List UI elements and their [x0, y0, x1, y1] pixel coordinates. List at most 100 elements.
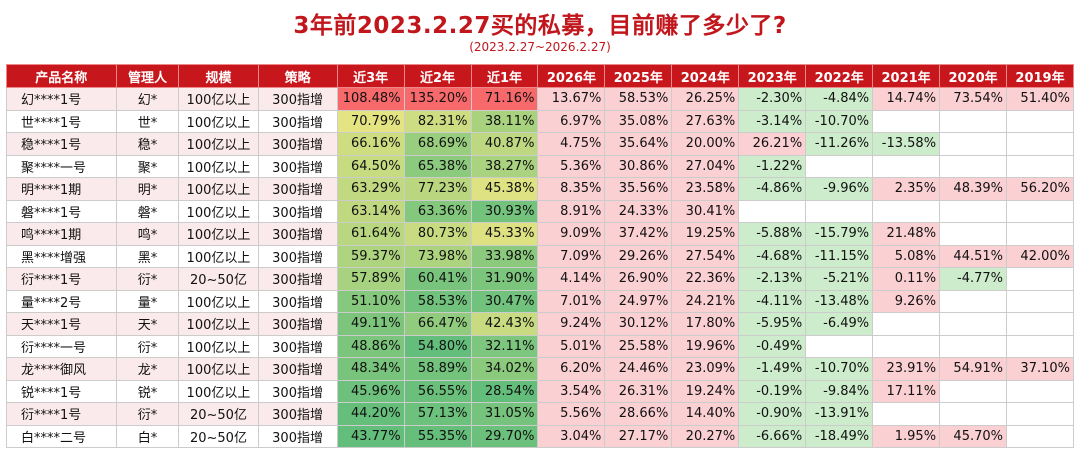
- period-return-cell: 64.50%: [336, 154, 405, 178]
- annual-return-cell: 7.09%: [537, 244, 606, 268]
- annual-return-cell: 24.46%: [604, 357, 673, 381]
- annual-return-cell: -15.79%: [805, 222, 874, 246]
- strategy-cell: 300指增: [257, 267, 338, 291]
- annual-return-cell: -13.58%: [872, 132, 941, 156]
- period-return-cell: 55.35%: [403, 424, 472, 448]
- product-name-cell: 聚****一号: [6, 154, 117, 178]
- annual-return-cell: 30.12%: [604, 312, 673, 336]
- period-return-cell: 56.55%: [403, 379, 472, 403]
- annual-return-cell: 3.04%: [537, 424, 606, 448]
- strategy-cell: 300指增: [257, 244, 338, 268]
- annual-return-cell: -1.49%: [738, 357, 807, 381]
- annual-return-cell: -0.19%: [738, 379, 807, 403]
- period-return-cell: 29.70%: [470, 424, 539, 448]
- column-header: 2020年: [939, 64, 1007, 88]
- annual-return-cell: 7.01%: [537, 289, 606, 313]
- annual-return-cell: -6.49%: [805, 312, 874, 336]
- strategy-cell: 300指增: [257, 334, 338, 358]
- column-header: 近3年: [336, 64, 405, 88]
- period-return-cell: 61.64%: [336, 222, 405, 246]
- annual-return-cell: 20.27%: [671, 424, 740, 448]
- annual-return-cell: 2.35%: [872, 177, 941, 201]
- period-return-cell: 48.86%: [336, 334, 405, 358]
- strategy-cell: 300指增: [257, 154, 338, 178]
- manager-cell: 龙*: [115, 357, 180, 381]
- manager-cell: 衍*: [115, 334, 180, 358]
- annual-return-cell: 9.26%: [872, 289, 941, 313]
- manager-cell: 明*: [115, 177, 180, 201]
- strategy-cell: 300指增: [257, 177, 338, 201]
- fund-returns-table: 产品名称 管理人 规模 策略 近3年 近2年 近1年 2026年 2025年 2024年 2023年…: [6, 64, 1074, 448]
- table-row: 世****1号 世* 100亿以上 300指增 70.79% 82.31% 38.11% 6.…: [6, 109, 1074, 133]
- annual-return-cell: 23.91%: [872, 357, 941, 381]
- annual-return-cell: 19.96%: [671, 334, 740, 358]
- period-return-cell: 63.14%: [336, 199, 405, 223]
- period-return-cell: 38.27%: [470, 154, 539, 178]
- annual-return-cell: 23.58%: [671, 177, 740, 201]
- date-range-subtitle: (2023.2.27~2026.2.27): [469, 40, 611, 54]
- annual-return-cell: -2.30%: [738, 87, 807, 111]
- scale-cell: 100亿以上: [178, 154, 259, 178]
- annual-return-cell: [872, 402, 941, 426]
- annual-return-cell: -9.96%: [805, 177, 874, 201]
- column-header: 2019年: [1006, 64, 1074, 88]
- period-return-cell: 34.02%: [470, 357, 539, 381]
- period-return-cell: 60.41%: [403, 267, 472, 291]
- annual-return-cell: 30.41%: [671, 199, 740, 223]
- annual-return-cell: [1006, 289, 1074, 313]
- annual-return-cell: [872, 199, 941, 223]
- annual-return-cell: 26.90%: [604, 267, 673, 291]
- strategy-cell: 300指增: [257, 312, 338, 336]
- annual-return-cell: -0.49%: [738, 334, 807, 358]
- annual-return-cell: 56.20%: [1006, 177, 1074, 201]
- annual-return-cell: -4.86%: [738, 177, 807, 201]
- annual-return-cell: 26.21%: [738, 132, 807, 156]
- scale-cell: 20~50亿: [178, 402, 259, 426]
- annual-return-cell: 0.11%: [872, 267, 941, 291]
- annual-return-cell: [872, 109, 941, 133]
- table-header-row: 产品名称 管理人 规模 策略 近3年 近2年 近1年 2026年 2025年 2024年 2023年…: [6, 64, 1074, 88]
- period-return-cell: 54.80%: [403, 334, 472, 358]
- annual-return-cell: 9.09%: [537, 222, 606, 246]
- column-header: 2025年: [604, 64, 673, 88]
- annual-return-cell: [1006, 132, 1074, 156]
- column-header: 策略: [257, 64, 338, 88]
- annual-return-cell: 9.24%: [537, 312, 606, 336]
- scale-cell: 100亿以上: [178, 87, 259, 111]
- annual-return-cell: 42.00%: [1006, 244, 1074, 268]
- manager-cell: 锐*: [115, 379, 180, 403]
- period-return-cell: 28.54%: [470, 379, 539, 403]
- annual-return-cell: -18.49%: [805, 424, 874, 448]
- annual-return-cell: 27.17%: [604, 424, 673, 448]
- period-return-cell: 65.38%: [403, 154, 472, 178]
- annual-return-cell: 35.64%: [604, 132, 673, 156]
- period-return-cell: 45.33%: [470, 222, 539, 246]
- annual-return-cell: -6.66%: [738, 424, 807, 448]
- annual-return-cell: [1006, 424, 1074, 448]
- table-row: 鸣****1期 鸣* 100亿以上 300指增 61.64% 80.73% 45.33% 9.…: [6, 222, 1074, 246]
- table-row: 磐****1号 磐* 100亿以上 300指增 63.14% 63.36% 30.93% 8.…: [6, 199, 1074, 223]
- period-return-cell: 108.48%: [336, 87, 405, 111]
- annual-return-cell: 35.08%: [604, 109, 673, 133]
- strategy-cell: 300指增: [257, 199, 338, 223]
- annual-return-cell: [939, 379, 1007, 403]
- table-row: 龙****御风 龙* 100亿以上 300指增 48.34% 58.89% 34.02% 6.…: [6, 357, 1074, 381]
- manager-cell: 稳*: [115, 132, 180, 156]
- manager-cell: 聚*: [115, 154, 180, 178]
- annual-return-cell: 58.53%: [604, 87, 673, 111]
- annual-return-cell: -11.15%: [805, 244, 874, 268]
- annual-return-cell: 8.35%: [537, 177, 606, 201]
- period-return-cell: 45.38%: [470, 177, 539, 201]
- annual-return-cell: 35.56%: [604, 177, 673, 201]
- annual-return-cell: 5.36%: [537, 154, 606, 178]
- annual-return-cell: 20.00%: [671, 132, 740, 156]
- annual-return-cell: 28.66%: [604, 402, 673, 426]
- column-header: 产品名称: [6, 64, 117, 88]
- strategy-cell: 300指增: [257, 357, 338, 381]
- table-row: 衍****1号 衍* 20~50亿 300指增 44.20% 57.13% 31.05% 5.…: [6, 402, 1074, 426]
- annual-return-cell: 1.95%: [872, 424, 941, 448]
- annual-return-cell: [1006, 334, 1074, 358]
- table-row: 衍****1号 衍* 20~50亿 300指增 57.89% 60.41% 31.90% 4.…: [6, 267, 1074, 291]
- period-return-cell: 58.53%: [403, 289, 472, 313]
- product-name-cell: 龙****御风: [6, 357, 117, 381]
